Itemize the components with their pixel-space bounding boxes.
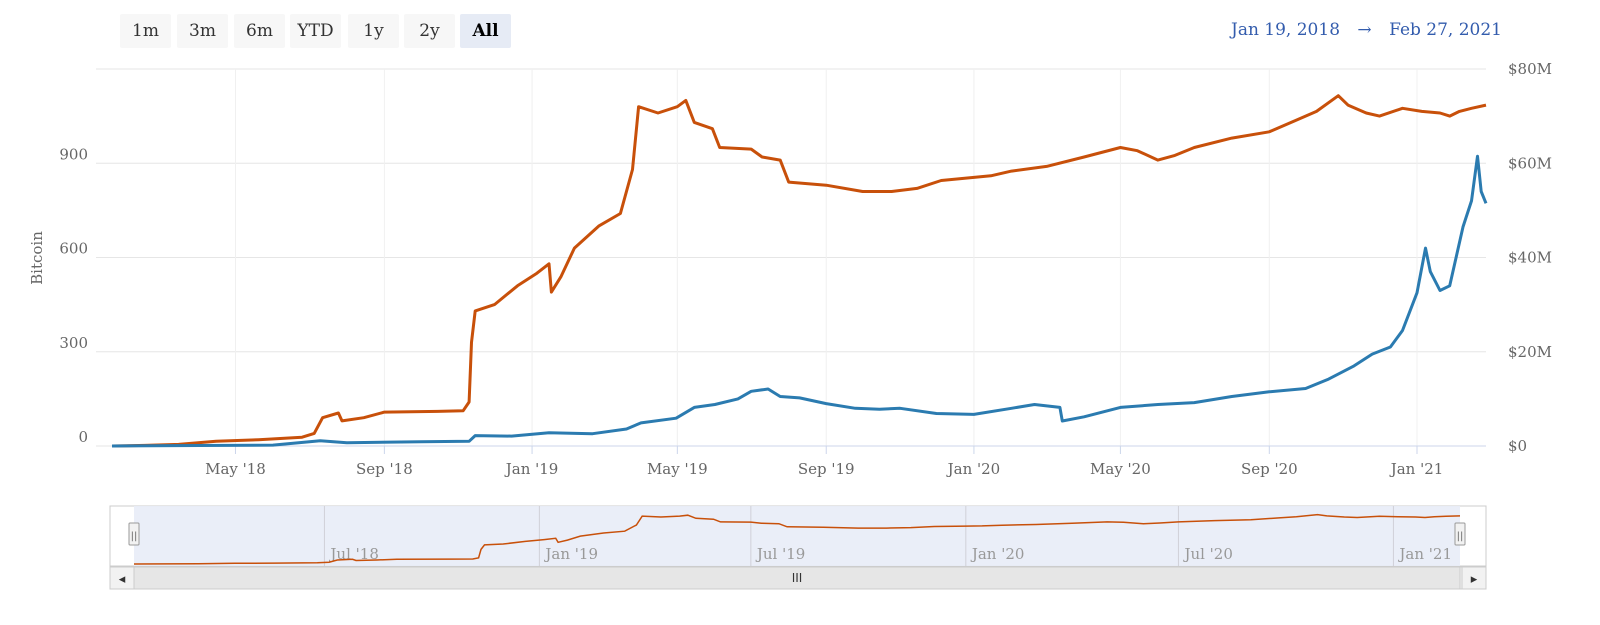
date-from[interactable]: Jan 19, 2018	[1231, 20, 1341, 40]
y-left-tick-label: 300	[59, 334, 88, 352]
axes: Bitcoin $0 $20M $40M $60M $80M 0 300 600 900 May …	[28, 60, 1552, 478]
scroll-left-arrow-icon: ◂	[119, 572, 126, 587]
series-line-1	[111, 154, 1488, 448]
x-tick-label: Sep '20	[1241, 460, 1298, 478]
range-button-6m[interactable]: 6m	[234, 14, 285, 48]
scrollbar-left-button[interactable]	[109, 566, 135, 590]
y-right-tick-label: $80M	[1508, 60, 1552, 78]
series-line-0	[111, 94, 1487, 448]
scrollbar-right-button[interactable]	[1461, 566, 1487, 590]
y-left-tick-label: 0	[78, 428, 88, 446]
x-tick-label: Jan '21	[1389, 460, 1444, 478]
range-button-1y[interactable]: 1y	[348, 14, 399, 48]
handle-grip: ||	[1457, 531, 1464, 542]
navigator-tick-label: Jan '19	[543, 545, 598, 563]
navigator-right-handle[interactable]: ||	[1454, 522, 1466, 546]
range-button-all[interactable]: All	[460, 14, 511, 48]
range-button-3m[interactable]: 3m	[177, 14, 228, 48]
series-group	[111, 94, 1488, 448]
navigator-tick-label: Jul '18	[328, 545, 378, 563]
y-axis-label: Bitcoin	[28, 231, 46, 285]
navigator[interactable]: Jul '18 Jan '19 Jul '19 Jan '20 Jul '20 Jan '…	[109, 505, 1487, 567]
date-arrow: →	[1357, 20, 1372, 40]
range-button-2y[interactable]: 2y	[404, 14, 455, 48]
y-left-tick-label: 900	[59, 145, 88, 163]
navigator-series-line	[133, 513, 1461, 565]
y-left-tick-label: 600	[59, 240, 88, 258]
x-tick-label: May '18	[205, 460, 266, 478]
x-tick-label: Sep '18	[356, 460, 413, 478]
x-tick-label: Sep '19	[798, 460, 855, 478]
x-tick-label: Jan '19	[504, 460, 559, 478]
scrollbar-grip-icon: III	[792, 571, 803, 585]
y-right-tick-label: $60M	[1508, 154, 1552, 172]
navigator-tick-label: Jan '20	[970, 545, 1025, 563]
scroll-right-arrow-icon: ▸	[1471, 572, 1478, 587]
range-button-1m[interactable]: 1m	[120, 14, 171, 48]
navigator-left-handle[interactable]: ||	[128, 522, 140, 546]
scrollbar[interactable]: ◂ ▸ III	[109, 566, 1487, 590]
navigator-tick-label: Jan '21	[1397, 545, 1452, 563]
date-to[interactable]: Feb 27, 2021	[1389, 20, 1502, 40]
handle-box[interactable]	[1454, 522, 1466, 546]
navigator-selection[interactable]	[134, 506, 1460, 566]
x-tick-label: Jan '20	[946, 460, 1001, 478]
y-right-tick-label: $40M	[1508, 249, 1552, 267]
range-button-ytd[interactable]: YTD	[290, 14, 341, 48]
y-right-tick-label: $20M	[1508, 343, 1552, 361]
handle-box[interactable]	[128, 522, 140, 546]
navigator-tick-label: Jul '19	[755, 545, 805, 563]
handle-grip: ||	[131, 531, 138, 542]
grid	[96, 68, 1486, 454]
x-tick-label: May '20	[1090, 460, 1151, 478]
navigator-tick-label: Jul '20	[1182, 545, 1232, 563]
y-right-tick-label: $0	[1508, 437, 1527, 455]
date-range-display: Jan 19, 2018 → Feb 27, 2021	[1231, 20, 1502, 40]
x-tick-label: May '19	[647, 460, 708, 478]
